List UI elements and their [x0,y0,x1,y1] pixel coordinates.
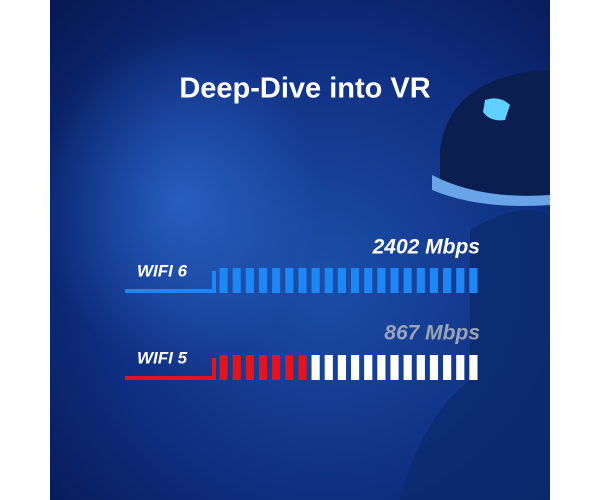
bar-segment [469,268,478,293]
bar-track [311,355,478,380]
bar-segment [245,355,254,380]
bar-segment [390,268,399,293]
category-label: WIFI 6 [137,261,188,280]
track-segment [456,355,465,380]
value-label: 867 Mbps [384,322,480,345]
bar-segment [258,268,268,293]
bar-segment [456,268,465,293]
label-underline [125,358,216,380]
track-segment [377,355,386,380]
bar-segment [272,355,281,380]
bar-segment [337,268,347,293]
bar-segment [429,268,439,293]
bar-segment [443,268,452,293]
bar-segment [219,268,228,293]
bar-segment [350,268,360,293]
track-segment [429,355,439,380]
bar-segment [245,268,254,293]
value-label: 2402 Mbps [372,236,480,259]
track-segment [337,355,347,380]
bar-segment [285,268,294,293]
bar-segment [377,268,386,293]
bar-segment [285,355,294,380]
bar-segment [258,355,268,380]
track-segment [443,355,452,380]
bar-segment [232,355,241,380]
track-segment [469,355,478,380]
category-label: WIFI 5 [137,348,188,367]
bar-segment [272,268,281,293]
track-segment [324,355,333,380]
track-segment [416,355,425,380]
bar-segment [219,355,228,380]
track-segment [390,355,399,380]
bar-segment [311,268,320,293]
bar-segment [298,268,307,293]
title: Deep-Dive into VR [179,73,430,105]
bar-segment [364,268,373,293]
label-underline [125,271,216,293]
track-segment [311,355,320,380]
bar-segment [232,268,241,293]
track-segment [350,355,360,380]
track-segment [364,355,373,380]
track-segment [403,355,412,380]
bar-segment [298,355,307,380]
bar-segment [403,268,412,293]
bar-segment [416,268,425,293]
bar [219,268,478,293]
bar [219,355,307,380]
bar-segment [324,268,333,293]
